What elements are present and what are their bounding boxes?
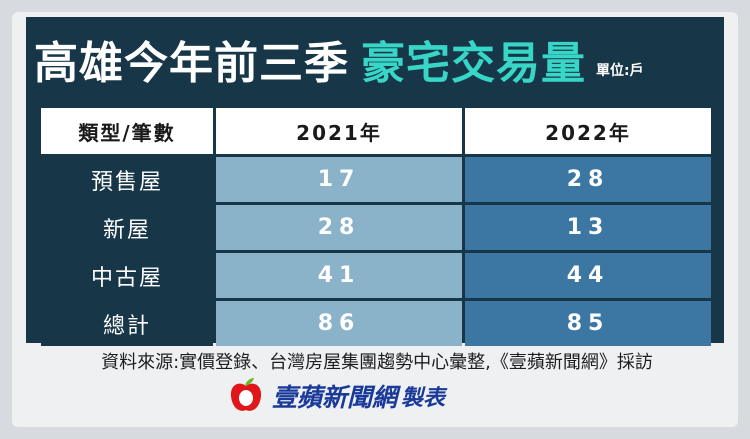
row-label: 總計 [41, 301, 213, 346]
cell-2022: 44 [465, 253, 711, 298]
cell-2021: 28 [216, 205, 462, 250]
table-row: 預售屋 17 28 [41, 157, 711, 202]
row-label: 中古屋 [41, 253, 213, 298]
brand-suffix: 製表 [401, 386, 446, 411]
table-row: 中古屋 41 44 [41, 253, 711, 298]
cell-2021: 17 [216, 157, 462, 202]
cell-2021: 86 [216, 301, 462, 346]
header-2022: 2022年 [465, 108, 711, 154]
title-main: 高雄今年前三季 [34, 38, 349, 89]
header-type: 類型/筆數 [41, 108, 213, 154]
title-bar: 高雄今年前三季 豪宅交易量 單位:戶 [34, 22, 724, 96]
cell-2022: 28 [465, 157, 711, 202]
cell-2022: 85 [465, 301, 711, 346]
row-label: 新屋 [41, 205, 213, 250]
cell-2022: 13 [465, 205, 711, 250]
table-header-row: 類型/筆數 2021年 2022年 [41, 108, 711, 154]
source-note: 資料來源:實價登錄、台灣房屋集團趨勢中心彙整,《壹蘋新聞網》採訪 [101, 352, 653, 373]
row-label: 預售屋 [41, 157, 213, 202]
data-table: 類型/筆數 2021年 2022年 預售屋 17 28 新屋 28 13 中古屋… [38, 105, 714, 349]
header-2021: 2021年 [216, 108, 462, 154]
brand-name: 壹蘋新聞網 [272, 383, 398, 412]
title-accent: 豪宅交易量 [361, 38, 586, 89]
apple-icon [230, 378, 262, 411]
unit-label: 單位:戶 [596, 63, 644, 79]
table-row: 總計 86 85 [41, 301, 711, 346]
cell-2021: 41 [216, 253, 462, 298]
table-row: 新屋 28 13 [41, 205, 711, 250]
brand-logo: 壹蘋新聞網 製表 [226, 376, 445, 416]
